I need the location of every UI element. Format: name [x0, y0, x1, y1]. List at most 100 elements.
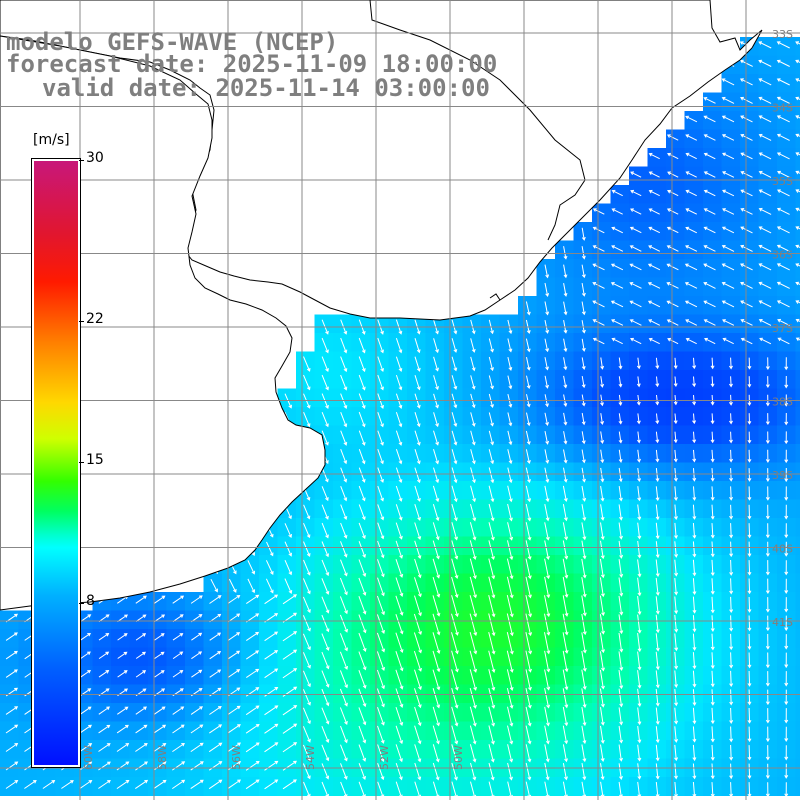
wind-arrow: [395, 485, 403, 502]
wind-arrow: [135, 743, 148, 752]
wind-arrow: [506, 631, 514, 655]
wind-arrow: [655, 707, 660, 725]
wind-arrow: [795, 59, 800, 64]
wind-arrow: [776, 78, 790, 86]
wind-arrow: [340, 559, 348, 577]
wind-arrow: [525, 595, 532, 618]
wind-arrow: [710, 689, 715, 706]
wind-arrow: [358, 781, 366, 799]
wind-arrow: [673, 431, 678, 444]
wind-arrow: [784, 671, 789, 687]
wind-arrow: [692, 578, 697, 596]
wind-arrow: [358, 651, 367, 671]
wind-cell: [795, 629, 800, 648]
wind-arrow: [562, 669, 569, 691]
wind-arrow: [470, 467, 476, 484]
wind-arrow: [395, 651, 404, 672]
wind-arrow: [740, 244, 753, 252]
wind-arrow: [227, 724, 241, 734]
wind-arrow: [722, 171, 735, 178]
wind-arrow: [692, 504, 697, 520]
wind-arrow: [592, 337, 605, 345]
wind-arrow: [674, 726, 679, 743]
wind-arrow: [172, 761, 186, 771]
wind-arrow: [692, 744, 697, 762]
wind-arrow: [581, 688, 587, 709]
wind-cell: [795, 721, 800, 741]
wind-arrow: [562, 613, 569, 636]
wind-arrow: [470, 503, 477, 522]
wind-arrow: [246, 631, 260, 642]
wind-arrow: [395, 577, 404, 597]
wind-arrow: [637, 504, 642, 521]
wind-arrow: [135, 706, 147, 715]
wind-arrow: [784, 745, 789, 761]
wind-arrow: [747, 486, 752, 501]
wind-arrow: [795, 96, 800, 101]
wind-arrow: [618, 577, 624, 597]
wind-arrow: [563, 320, 568, 334]
wind-arrow: [376, 651, 385, 672]
wind-arrow: [488, 744, 495, 763]
wind-arrow: [728, 376, 733, 388]
wind-arrow: [432, 613, 441, 636]
wind-arrow: [303, 374, 311, 391]
wind-cell: [795, 740, 800, 759]
wind-arrow: [506, 687, 514, 709]
colorbar-tick-label: 22: [86, 311, 104, 328]
wind-arrow: [377, 485, 384, 502]
wind-cell: [795, 444, 800, 463]
colorbar-tick-mark: [79, 602, 84, 604]
wind-arrow: [610, 263, 624, 271]
wind-arrow: [784, 726, 789, 742]
wind-arrow: [655, 522, 660, 540]
wind-arrow: [321, 781, 329, 798]
wind-arrow: [721, 134, 735, 141]
wind-arrow: [395, 706, 404, 727]
wind-arrow: [655, 614, 660, 634]
wind-arrow: [784, 597, 789, 613]
wind-arrow: [488, 540, 495, 561]
wind-arrow: [340, 337, 348, 354]
wind-arrow: [302, 652, 311, 669]
wind-arrow: [451, 412, 458, 428]
wind-arrow: [581, 485, 587, 502]
wind-arrow: [758, 115, 772, 123]
wind-arrow: [618, 688, 624, 708]
wind-arrow: [710, 707, 715, 725]
wind-arrow: [5, 724, 19, 734]
wind-arrow: [321, 356, 329, 372]
wind-arrow: [648, 337, 660, 345]
wind-arrow: [264, 705, 279, 716]
wind-arrow: [506, 669, 514, 691]
wind-cell: [795, 314, 800, 334]
wind-arrow: [358, 356, 366, 373]
wind-arrow: [525, 669, 532, 691]
wind-arrow: [747, 707, 752, 724]
wind-arrow: [600, 763, 605, 781]
wind-arrow: [227, 632, 241, 641]
wind-arrow: [488, 375, 494, 390]
wind-arrow: [759, 337, 772, 345]
wind-arrow: [729, 486, 734, 501]
wind-arrow: [544, 485, 550, 503]
wind-arrow: [647, 263, 661, 271]
wind-arrow: [544, 540, 550, 560]
wind-arrow: [765, 523, 770, 539]
wind-cell: [795, 129, 800, 149]
wind-arrow: [758, 226, 772, 234]
wind-arrow: [765, 671, 770, 687]
wind-arrow: [414, 725, 422, 745]
wind-arrow: [190, 724, 204, 734]
wind-arrow: [395, 374, 403, 391]
wind-arrow: [758, 189, 772, 197]
wind-arrow: [172, 595, 185, 604]
colorbar-unit: [m/s]: [31, 132, 72, 148]
wind-arrow: [581, 504, 587, 522]
wind-arrow: [451, 781, 458, 799]
wind-arrow: [629, 263, 642, 271]
wind-arrow: [563, 301, 568, 316]
wind-arrow: [340, 763, 348, 780]
wind-arrow: [599, 669, 605, 690]
wind-arrow: [655, 431, 660, 444]
